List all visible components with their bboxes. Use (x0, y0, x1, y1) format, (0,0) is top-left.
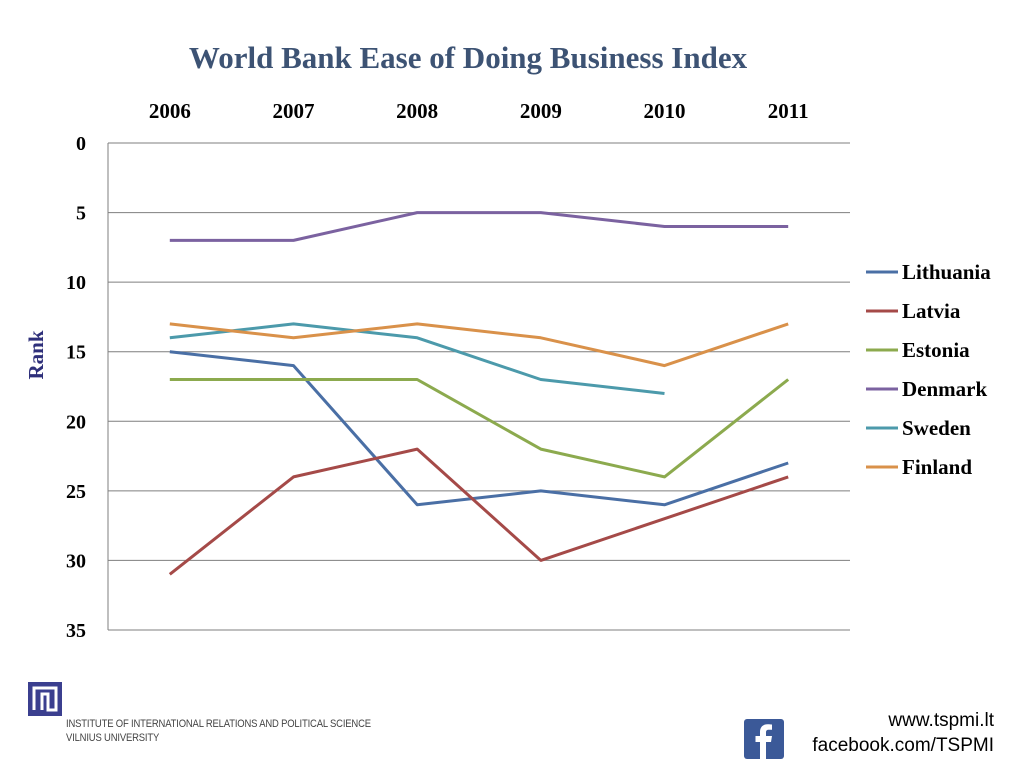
legend-label-lithuania: Lithuania (902, 260, 991, 284)
series-line-estonia (169, 378, 790, 479)
institute-line-1: INSTITUTE OF INTERNATIONAL RELATIONS AND… (66, 718, 371, 730)
footer-links: www.tspmi.lt facebook.com/TSPMI (812, 708, 994, 758)
y-tick-labels: 0 5 10 15 20 25 30 35 (66, 133, 86, 642)
y-tick-label: 35 (66, 620, 86, 642)
legend-label-sweden: Sweden (902, 416, 971, 440)
x-tick-label: 2008 (396, 99, 438, 123)
institute-logo (28, 682, 62, 721)
legend-label-estonia: Estonia (902, 338, 970, 362)
y-tick-label: 0 (76, 133, 86, 155)
x-tick-labels: 2006 2007 2008 2009 2010 2011 (149, 99, 809, 123)
y-tick-label: 25 (66, 481, 86, 503)
website-link[interactable]: www.tspmi.lt (888, 710, 994, 731)
y-axis-label: Rank (24, 330, 48, 379)
institute-name: INSTITUTE OF INTERNATIONAL RELATIONS AND… (66, 717, 371, 745)
institute-line-2: VILNIUS UNIVERSITY (66, 732, 160, 744)
legend-label-finland: Finland (902, 455, 972, 479)
legend-label-latvia: Latvia (902, 299, 961, 323)
series-line-finland (169, 322, 789, 368)
x-tick-label: 2007 (273, 99, 315, 123)
x-tick-label: 2009 (520, 99, 562, 123)
series-line-sweden (169, 322, 665, 395)
y-tick-label: 30 (66, 550, 86, 572)
series-lines (168, 211, 790, 576)
y-tick-label: 15 (66, 342, 86, 364)
series-line-lithuania (169, 350, 789, 507)
x-tick-label: 2011 (768, 99, 809, 123)
legend: Lithuania Latvia Estonia Denmark Sweden Finla… (866, 260, 991, 479)
grid-lines (107, 142, 850, 631)
facebook-link[interactable]: facebook.com/TSPMI (812, 735, 994, 756)
y-tick-label: 20 (66, 411, 86, 433)
series-line-latvia (168, 447, 789, 576)
y-tick-label: 10 (66, 272, 86, 294)
y-tick-label: 5 (76, 203, 86, 225)
series-line-denmark (169, 211, 789, 242)
facebook-icon[interactable] (744, 719, 784, 759)
chart-title: World Bank Ease of Doing Business Index (189, 40, 748, 75)
x-tick-label: 2006 (149, 99, 191, 123)
x-tick-label: 2010 (644, 99, 686, 123)
legend-label-denmark: Denmark (902, 377, 987, 401)
meander-logo-icon (28, 682, 62, 716)
